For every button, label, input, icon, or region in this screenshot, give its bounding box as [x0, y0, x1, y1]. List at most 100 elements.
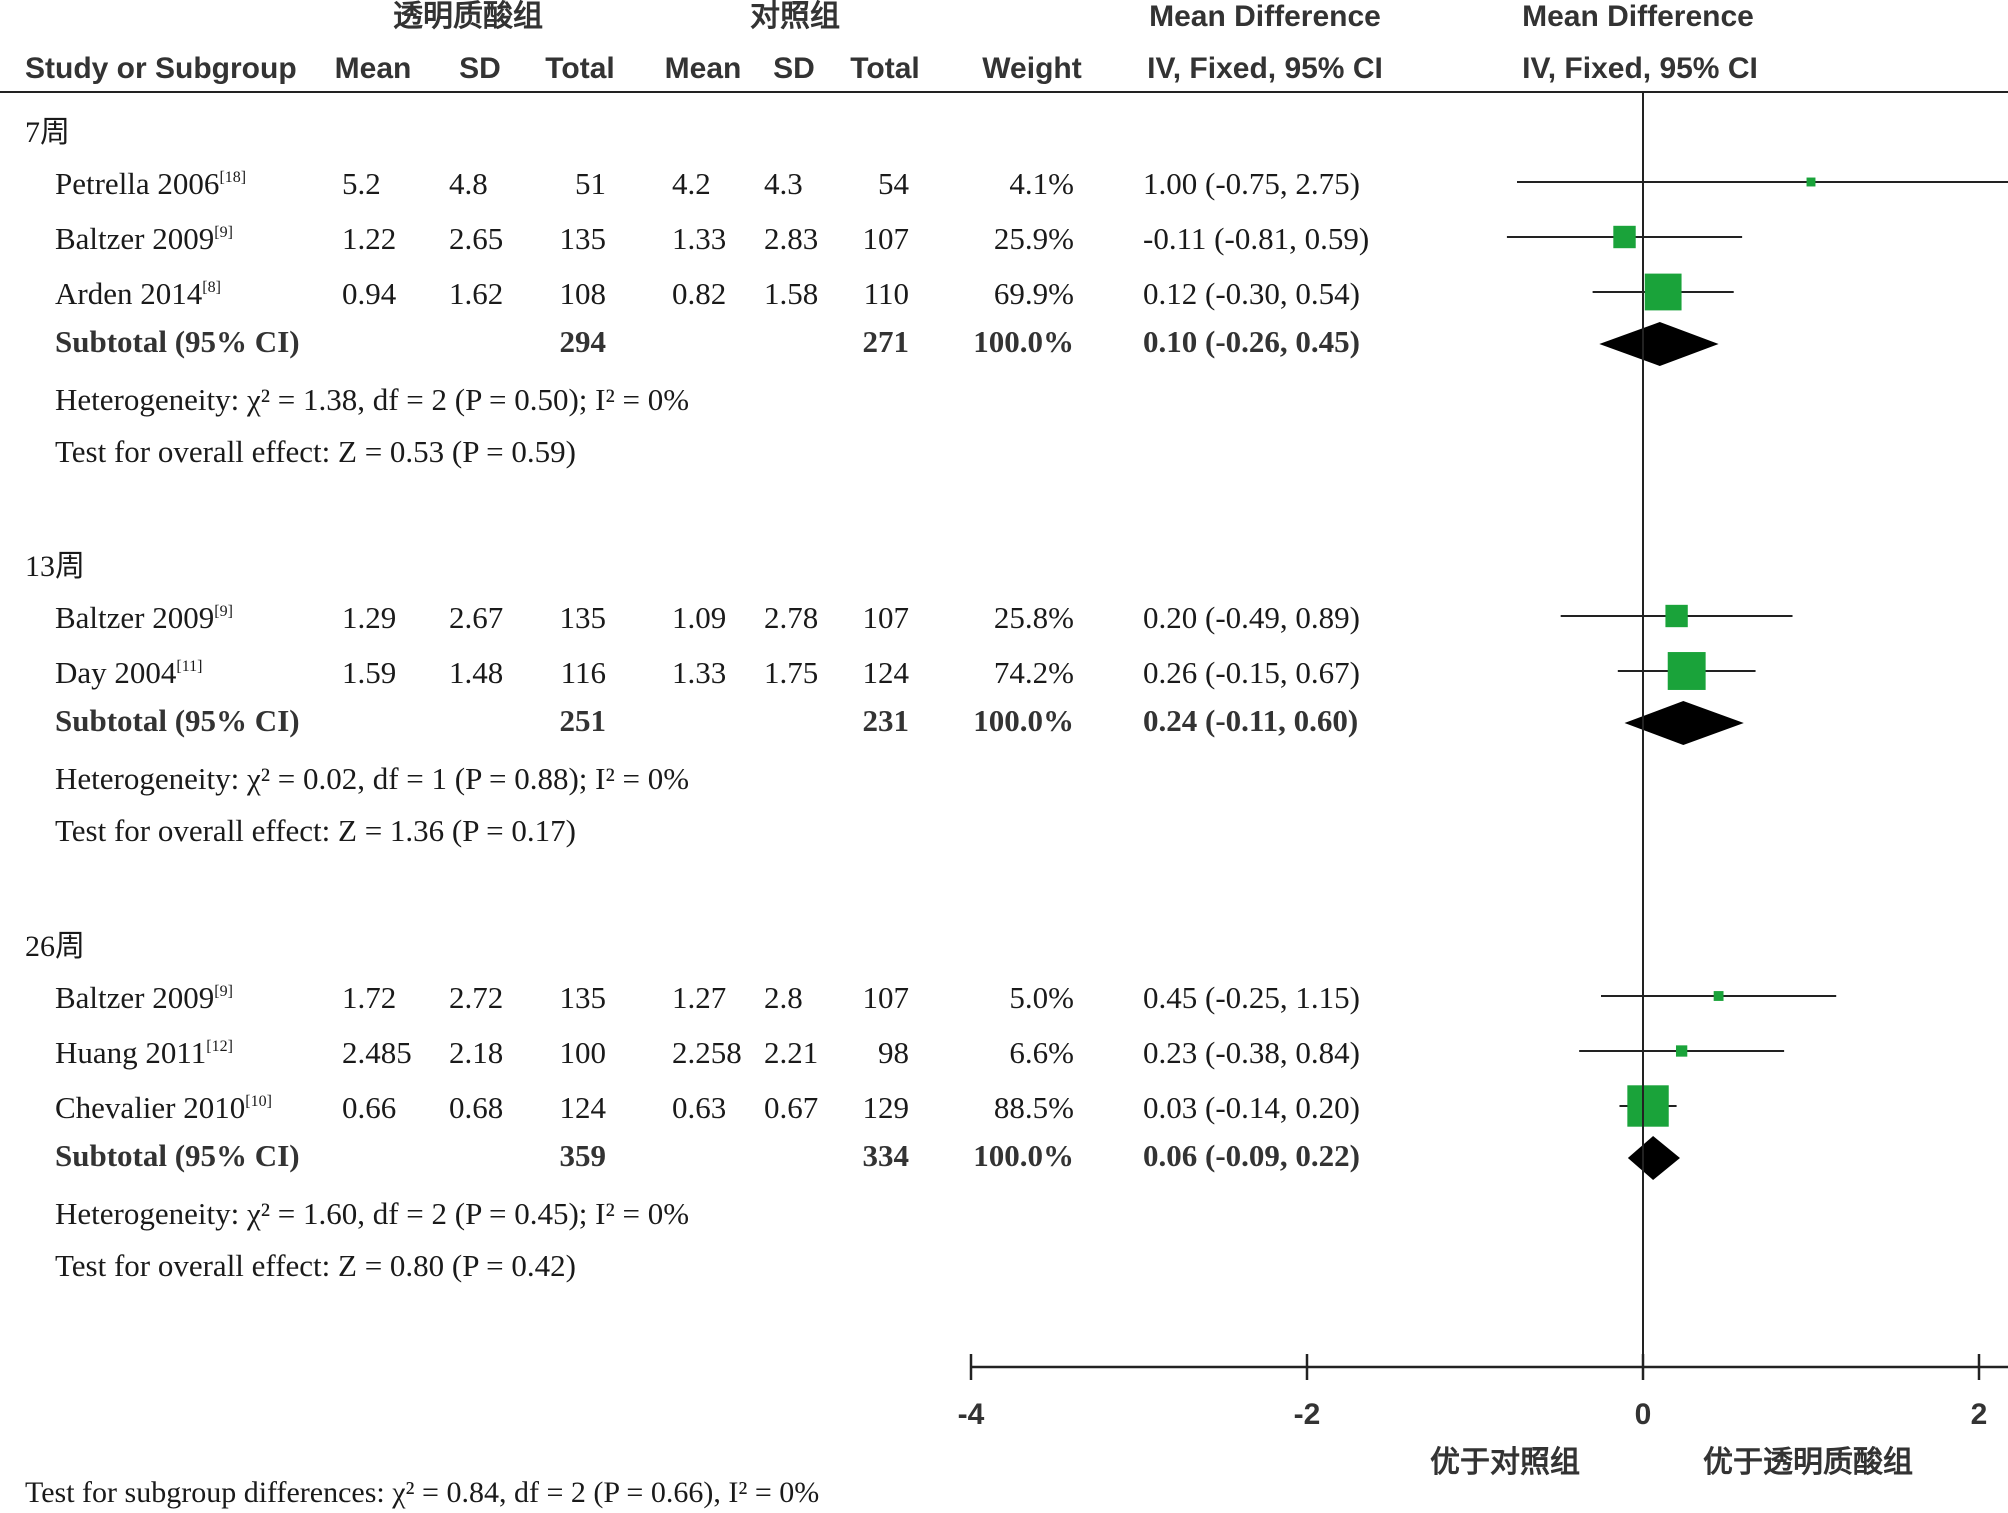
- study-label: Arden 2014: [55, 276, 203, 311]
- cell-weight: 6.6%: [1009, 1035, 1074, 1070]
- subtotal-diamond: [1599, 322, 1719, 366]
- mean-control-header: Mean: [665, 52, 742, 85]
- study-row: Arden 2014[8] 0.94 1.62 108 0.82 1.58 110 69.9%…: [55, 276, 1360, 311]
- subtotal-total-treatment: 359: [560, 1138, 607, 1173]
- cell-sd-t: 2.65: [449, 221, 503, 256]
- tick-label: 0: [1635, 1398, 1652, 1431]
- overall-effect-text: Test for overall effect: Z = 0.80 (P = 0…: [55, 1248, 576, 1283]
- cell-weight: 88.5%: [994, 1090, 1074, 1125]
- tick-label: -4: [958, 1398, 985, 1431]
- cell-sd-c: 1.58: [764, 276, 818, 311]
- favours-control-label: 优于对照组: [1430, 1445, 1580, 1479]
- x-axis: -4-2024优于对照组优于透明质酸组: [958, 92, 2008, 1479]
- cell-total-t: 135: [560, 221, 607, 256]
- overall-effect-text: Test for overall effect: Z = 1.36 (P = 0…: [55, 813, 576, 848]
- cell-total-t: 108: [560, 276, 607, 311]
- heterogeneity-text: Heterogeneity: χ² = 1.60, df = 2 (P = 0.…: [55, 1196, 689, 1231]
- cell-sd-t: 2.72: [449, 980, 503, 1015]
- cell-sd-t: 2.18: [449, 1035, 503, 1070]
- study-column-header: Study or Subgroup: [25, 52, 297, 85]
- cell-ci: 0.23 (-0.38, 0.84): [1143, 1035, 1360, 1070]
- subtotal-ci: 0.24 (-0.11, 0.60): [1143, 703, 1358, 738]
- heterogeneity-text: Heterogeneity: χ² = 0.02, df = 1 (P = 0.…: [55, 761, 689, 796]
- cell-total-c: 54: [878, 166, 910, 201]
- cell-total-t: 135: [560, 600, 607, 635]
- study-reference: [9]: [214, 603, 233, 620]
- cell-total-c: 107: [863, 980, 910, 1015]
- cell-total-t: 135: [560, 980, 607, 1015]
- mean-difference-plot-header: Mean Difference: [1522, 0, 1754, 33]
- cell-sd-t: 1.48: [449, 655, 503, 690]
- subtotal-weight: 100.0%: [973, 703, 1074, 738]
- subtotal-row: Subtotal (95% CI) 251 231 100.0% 0.24 (-0.11…: [55, 703, 1358, 738]
- cell-total-c: 110: [864, 276, 909, 311]
- study-point: [1667, 652, 1706, 690]
- cell-ci: 0.45 (-0.25, 1.15): [1143, 980, 1360, 1015]
- subtotal-weight: 100.0%: [973, 1138, 1074, 1173]
- cell-weight: 25.8%: [994, 600, 1074, 635]
- study-name: Baltzer 2009[9]: [55, 600, 233, 635]
- subgroup-title: 13周: [25, 550, 85, 583]
- study-reference: [12]: [206, 1038, 233, 1055]
- cell-mean-t: 1.59: [342, 655, 396, 690]
- study-row: Baltzer 2009[9] 1.72 2.72 135 1.27 2.8 107 5.0%…: [55, 980, 1360, 1015]
- cell-total-c: 98: [878, 1035, 909, 1070]
- subtotal-diamond: [1627, 1136, 1680, 1180]
- overall-effect-text: Test for overall effect: Z = 0.53 (P = 0…: [55, 434, 576, 469]
- cell-total-t: 51: [575, 166, 606, 201]
- cell-total-c: 107: [863, 600, 910, 635]
- subtotal-ci: 0.10 (-0.26, 0.45): [1143, 324, 1360, 359]
- subtotal-row: Subtotal (95% CI) 359 334 100.0% 0.06 (-0.09…: [55, 1138, 1360, 1173]
- cell-ci: -0.11 (-0.81, 0.59): [1143, 221, 1369, 256]
- cell-sd-c: 4.3: [764, 166, 803, 201]
- study-name: Baltzer 2009[9]: [55, 980, 233, 1015]
- study-point: [1675, 1045, 1688, 1057]
- subgroup-block: 7周 Petrella 2006[18] 5.2 4.8 51 4.2 4.3 54 4.1% 1…: [25, 116, 1369, 469]
- cell-sd-t: 1.62: [449, 276, 503, 311]
- cell-mean-c: 1.09: [672, 600, 726, 635]
- cell-weight: 5.0%: [1009, 980, 1074, 1015]
- study-name: Chevalier 2010[10]: [55, 1090, 272, 1125]
- subgroup-differences-footer: Test for subgroup differences: χ² = 0.84…: [25, 1476, 819, 1509]
- study-reference: [11]: [176, 658, 202, 675]
- study-row: Baltzer 2009[9] 1.29 2.67 135 1.09 2.78 107 25.…: [55, 600, 1360, 635]
- cell-mean-t: 1.22: [342, 221, 396, 256]
- subgroup-block: 13周 Baltzer 2009[9] 1.29 2.67 135 1.09 2.78 107…: [25, 550, 1360, 848]
- cell-sd-c: 0.67: [764, 1090, 818, 1125]
- cell-weight: 69.9%: [994, 276, 1074, 311]
- ci-method-plot-header: IV, Fixed, 95% CI: [1522, 52, 1758, 85]
- cell-sd-c: 2.8: [764, 980, 803, 1015]
- cell-ci: 0.20 (-0.49, 0.89): [1143, 600, 1360, 635]
- subtotal-label: Subtotal (95% CI): [55, 703, 300, 738]
- mean-difference-header: Mean Difference: [1149, 0, 1381, 33]
- cell-mean-c: 1.33: [672, 655, 726, 690]
- study-point: [1713, 991, 1724, 1001]
- subtotal-total-control: 334: [863, 1138, 910, 1173]
- study-row: Chevalier 2010[10] 0.66 0.68 124 0.63 0.67 129…: [55, 1090, 1360, 1125]
- cell-total-c: 129: [863, 1090, 910, 1125]
- cell-mean-t: 0.66: [342, 1090, 396, 1125]
- subgroup-title: 26周: [25, 930, 85, 963]
- study-label: Baltzer 2009: [55, 600, 214, 635]
- subtotal-total-treatment: 294: [560, 324, 607, 359]
- study-point: [1627, 1085, 1669, 1127]
- subtotal-total-control: 271: [863, 324, 910, 359]
- cell-mean-c: 4.2: [672, 166, 711, 201]
- cell-ci: 0.26 (-0.15, 0.67): [1143, 655, 1360, 690]
- study-label: Baltzer 2009: [55, 980, 214, 1015]
- cell-mean-c: 1.33: [672, 221, 726, 256]
- study-point: [1665, 604, 1688, 628]
- cell-ci: 0.03 (-0.14, 0.20): [1143, 1090, 1360, 1125]
- subtotal-row: Subtotal (95% CI) 294 271 100.0% 0.10 (-0.26…: [55, 324, 1360, 359]
- sd-treatment-header: SD: [459, 52, 501, 85]
- subgroup-title: 7周: [25, 116, 70, 149]
- control-group-header: 对照组: [750, 0, 840, 33]
- favours-treatment-label: 优于透明质酸组: [1703, 1445, 1913, 1479]
- study-reference: [18]: [219, 169, 246, 186]
- study-label: Huang 2011: [55, 1035, 206, 1070]
- cell-total-c: 107: [863, 221, 910, 256]
- cell-sd-c: 2.83: [764, 221, 818, 256]
- study-row: Petrella 2006[18] 5.2 4.8 51 4.2 4.3 54 4.1% 1.0…: [55, 166, 1360, 201]
- study-row: Day 2004[11] 1.59 1.48 116 1.33 1.75 124 74.2% 0…: [55, 655, 1360, 690]
- study-reference: [9]: [214, 983, 233, 1000]
